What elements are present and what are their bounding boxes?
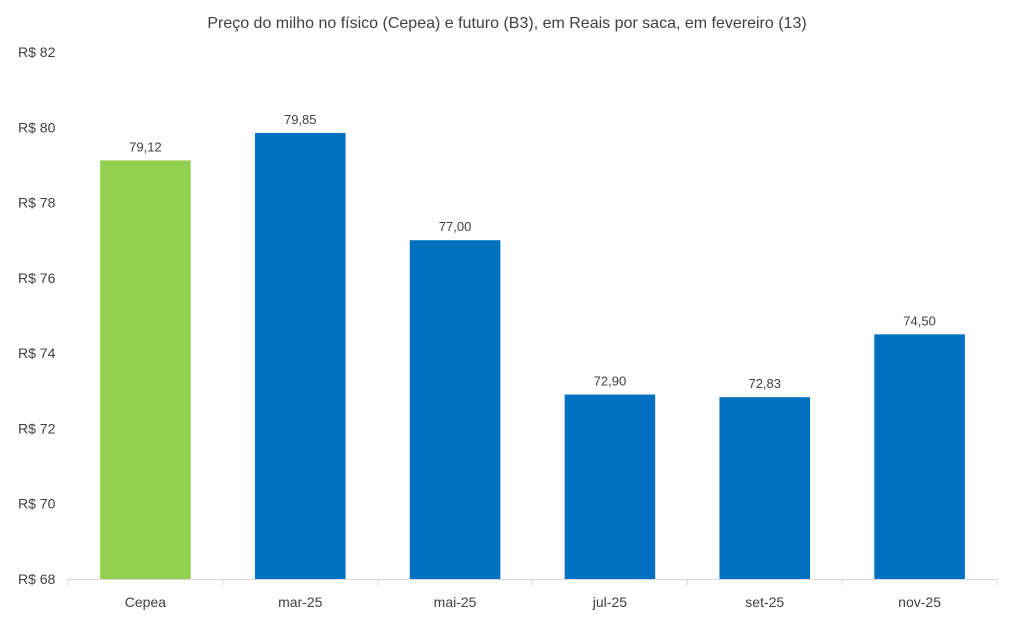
data-label: 77,00 <box>439 219 472 234</box>
bar-mai-25 <box>409 240 501 579</box>
bar-set-25 <box>719 397 811 579</box>
data-label: 74,50 <box>903 313 936 328</box>
y-tick-label: R$ 80 <box>18 119 56 135</box>
y-tick-label: R$ 68 <box>18 571 56 587</box>
category-label: jul-25 <box>592 594 627 610</box>
y-tick-label: R$ 76 <box>18 270 56 286</box>
data-labels: 79,12 79,85 77,00 72,90 72,83 74,50 <box>129 112 936 391</box>
y-tick-label: R$ 70 <box>18 496 56 512</box>
data-label: 72,83 <box>748 376 781 391</box>
y-tick-label: R$ 74 <box>18 345 56 361</box>
bar-Cepea <box>100 160 191 579</box>
bar-nov-25 <box>874 334 965 579</box>
chart-title: Preço do milho no físico (Cepea) e futur… <box>207 15 806 32</box>
category-label: nov-25 <box>898 594 941 610</box>
data-label: 79,12 <box>129 139 162 154</box>
data-label: 79,85 <box>284 112 317 127</box>
category-label: mar-25 <box>278 594 323 610</box>
y-tick-label: R$ 72 <box>18 420 56 436</box>
category-label: Cepea <box>125 594 166 610</box>
bar-jul-25 <box>564 394 656 579</box>
bars <box>100 132 965 580</box>
y-tick-label: R$ 78 <box>18 195 56 211</box>
bar-mar-25 <box>254 132 346 580</box>
category-label: set-25 <box>745 594 784 610</box>
y-axis-ticks: R$ 68 R$ 70 R$ 72 R$ 74 R$ 76 R$ 78 R$ 80 R$ 82 <box>18 44 56 587</box>
data-label: 72,90 <box>594 374 627 389</box>
y-tick-label: R$ 82 <box>18 44 56 60</box>
category-label: mai-25 <box>434 594 477 610</box>
x-axis-categories: Cepea mar-25 mai-25 jul-25 set-25 nov-25 <box>125 594 941 610</box>
x-axis-ticks <box>67 579 998 585</box>
